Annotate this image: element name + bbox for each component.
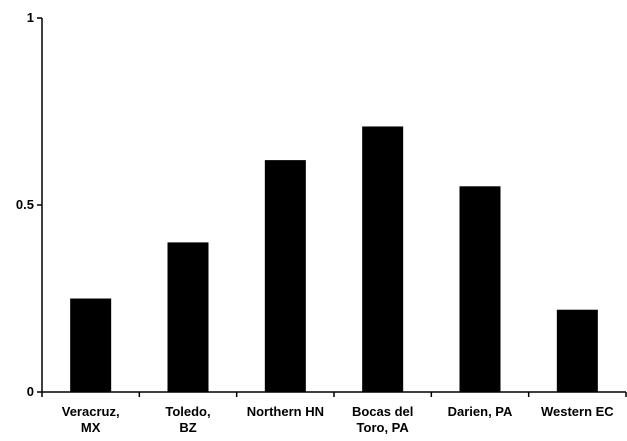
bar (264, 160, 306, 392)
bar (362, 126, 404, 393)
x-category-label: Veracruz, MX (62, 404, 120, 435)
x-axis-labels: Veracruz, MX Toledo, BZ Northern HN Bocas del… (62, 404, 615, 435)
bar (459, 186, 501, 392)
x-category-label: Darien, PA (448, 404, 513, 419)
x-category-label: Bocas del Toro, PA (352, 404, 413, 435)
y-axis-ticks: 00.51 (16, 10, 627, 399)
x-category-label: Northern HN (247, 404, 324, 419)
bar (556, 309, 598, 392)
y-tick-label: 1 (27, 10, 34, 25)
x-category-label: Toledo, BZ (165, 404, 210, 435)
y-tick-label: 0.5 (16, 197, 34, 212)
x-category-label: Western EC (541, 404, 614, 419)
bar (167, 242, 209, 392)
bar (70, 298, 112, 392)
y-tick-label: 0 (27, 384, 34, 399)
bars (70, 126, 598, 393)
